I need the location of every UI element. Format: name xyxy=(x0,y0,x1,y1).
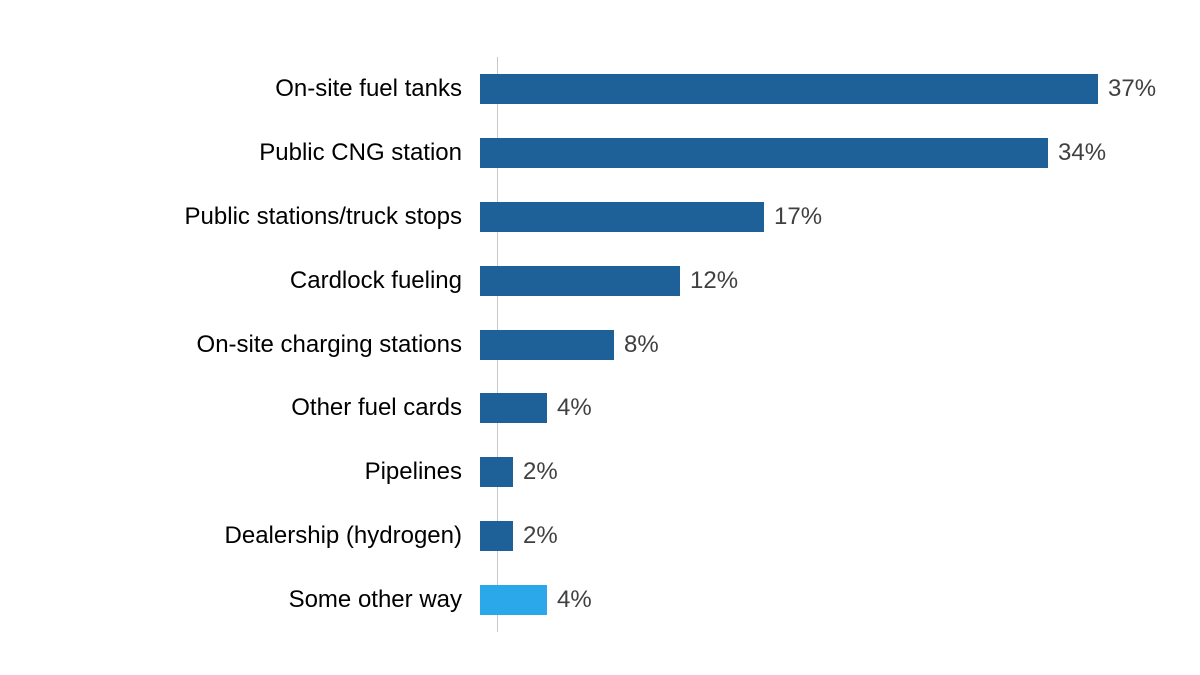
bar xyxy=(480,73,1098,104)
value-label: 8% xyxy=(624,330,659,358)
bar-row: Dealership (hydrogen) 2% xyxy=(0,504,1200,568)
bar xyxy=(480,137,1048,168)
value-label: 2% xyxy=(523,458,558,486)
value-label: 12% xyxy=(690,266,739,294)
category-label: Public CNG station xyxy=(259,138,462,166)
bar xyxy=(480,585,547,616)
category-label: Some other way xyxy=(288,586,462,614)
category-label: Public stations/truck stops xyxy=(184,202,462,230)
value-label: 34% xyxy=(1058,138,1107,166)
value-label: 4% xyxy=(557,586,592,614)
category-label: On-site charging stations xyxy=(196,330,462,358)
category-label: Cardlock fueling xyxy=(289,266,462,294)
bar-row: Cardlock fueling 12% xyxy=(0,249,1200,313)
value-label: 17% xyxy=(774,202,823,230)
value-label: 2% xyxy=(523,522,558,550)
bar-row: Other fuel cards 4% xyxy=(0,376,1200,440)
category-label: On-site fuel tanks xyxy=(275,74,462,102)
bar-row: Pipelines 2% xyxy=(0,440,1200,504)
plot-area: On-site fuel tanks 37% Public CNG station 3… xyxy=(0,57,1200,632)
category-label: Other fuel cards xyxy=(291,394,462,422)
bar-row: Public stations/truck stops 17% xyxy=(0,185,1200,249)
bar-row: On-site charging stations 8% xyxy=(0,313,1200,377)
bar xyxy=(480,521,513,552)
category-label: Dealership (hydrogen) xyxy=(224,522,462,550)
bar-row: Public CNG station 34% xyxy=(0,121,1200,185)
value-label: 4% xyxy=(557,394,592,422)
bar xyxy=(480,457,513,488)
bar-row: On-site fuel tanks 37% xyxy=(0,57,1200,121)
value-label: 37% xyxy=(1108,74,1157,102)
bar xyxy=(480,265,680,296)
bar xyxy=(480,393,547,424)
bar xyxy=(480,329,614,360)
category-label: Pipelines xyxy=(364,458,462,486)
bar-row: Some other way 4% xyxy=(0,568,1200,632)
bar xyxy=(480,201,764,232)
